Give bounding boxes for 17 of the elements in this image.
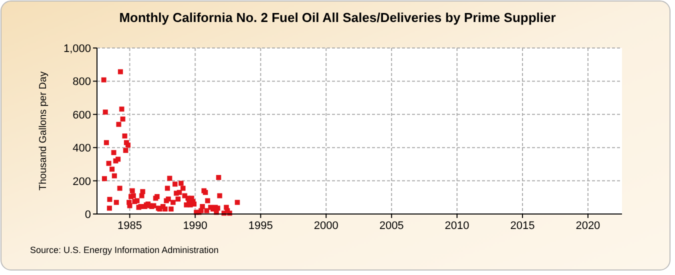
x-tick-label: 2015 bbox=[510, 220, 535, 232]
y-tick-label: 0 bbox=[84, 209, 91, 221]
chart-title: Monthly California No. 2 Fuel Oil All Sales/Deliveries by Prime Supplier bbox=[119, 10, 556, 25]
x-tick-label: 2020 bbox=[576, 220, 600, 232]
y-axis-title: Thousand Gallons per Day bbox=[38, 72, 49, 190]
y-tick-label: 1,000 bbox=[63, 43, 91, 55]
x-tick-label: 2000 bbox=[314, 220, 338, 232]
x-tick-label: 1995 bbox=[248, 220, 273, 232]
x-tick-label: 2010 bbox=[444, 220, 470, 232]
x-tick-label: 1990 bbox=[182, 220, 208, 232]
y-tick-label: 200 bbox=[72, 176, 91, 188]
y-tick-label: 400 bbox=[72, 142, 91, 155]
x-tick-label: 1985 bbox=[117, 220, 142, 232]
source-note: Source: U.S. Energy Information Administration bbox=[30, 245, 219, 255]
x-tick-label: 2005 bbox=[379, 220, 404, 232]
y-tick-label: 800 bbox=[72, 76, 91, 88]
y-tick-label: 600 bbox=[72, 109, 91, 122]
